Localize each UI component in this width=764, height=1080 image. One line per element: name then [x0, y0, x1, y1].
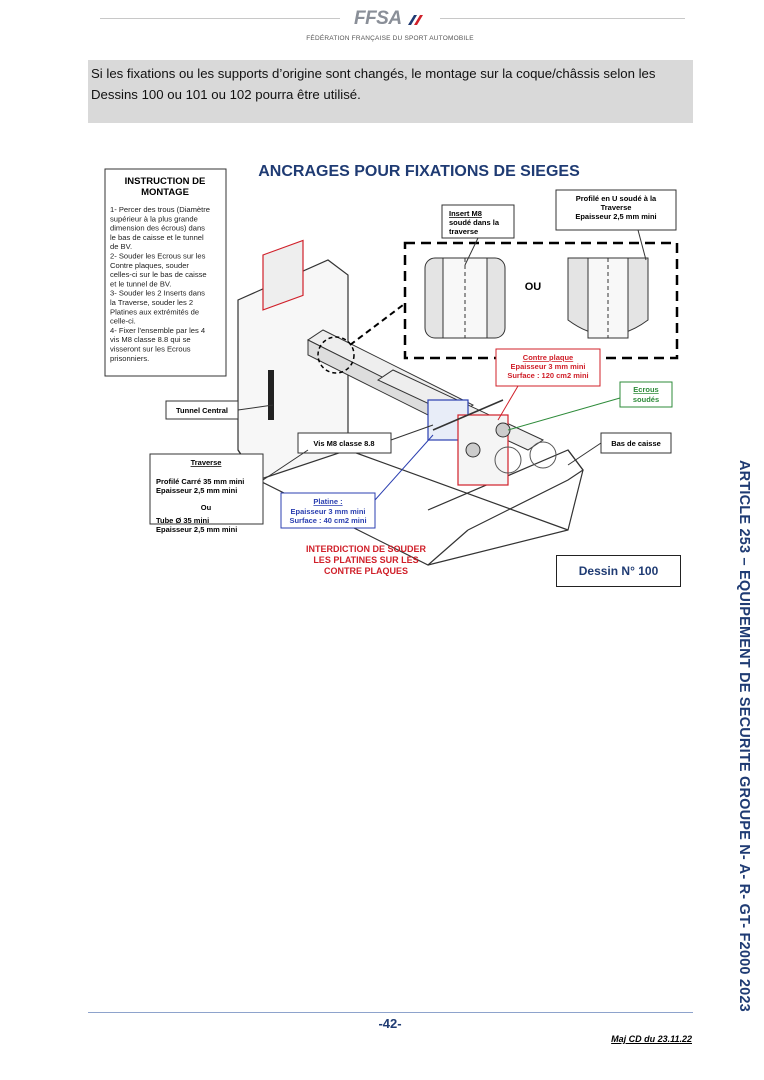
bolt	[432, 399, 504, 431]
instruction-line: 4- Fixer l'ensemble par les 4	[110, 326, 205, 335]
interdiction-line-3: CONTRE PLAQUES	[324, 566, 408, 576]
instruction-line: celle-ci.	[110, 317, 136, 326]
contre-plaque-line-1: Contre plaque	[523, 353, 573, 362]
platine-line-3: Surface : 40 cm2 mini	[289, 516, 366, 525]
update-note: Maj CD du 23.11.22	[611, 1034, 692, 1044]
ecrous-line-1: Ecrous	[633, 385, 658, 394]
ecrous-leader	[507, 397, 621, 431]
tunnel-label: Tunnel Central	[176, 406, 228, 415]
insert-leader	[464, 237, 479, 266]
traverse-line-1: Profilé Carré 35 mm mini	[156, 477, 244, 486]
instruction-line: le bas de caisse et le tunnel	[110, 233, 204, 242]
profile-u-line-1: Profilé en U soudé à la	[576, 194, 657, 203]
instruction-line: supérieur à la plus grande	[110, 214, 198, 223]
instruction-line: 1- Percer des trous (Diamètre	[110, 205, 210, 214]
left-plate	[262, 239, 304, 420]
platine-line-2: Epaisseur 3 mm mini	[290, 507, 365, 516]
profile-u-leader	[637, 229, 647, 261]
instruction-title-1: INSTRUCTION DE	[125, 176, 206, 187]
platine-leader	[374, 434, 434, 501]
logo-text: FFSA	[353, 8, 402, 29]
instruction-line: celles-ci sur le bas de caisse	[110, 270, 207, 279]
traverse-line-2: Epaisseur 2,5 mm mini	[156, 486, 237, 495]
tunnel-shape	[237, 259, 584, 566]
platine-line-1: Platine :	[313, 497, 342, 506]
insert-detail	[424, 257, 506, 339]
tunnel-label-box: Tunnel Central	[165, 400, 239, 420]
notice-text: Si les fixations ou les supports d’origi…	[91, 66, 656, 102]
insert-label-box: Insert M8 soudé dans la traverse	[441, 204, 515, 239]
ffsa-logo: FFSA	[340, 8, 440, 48]
platine-label-box: Platine : Epaisseur 3 mm mini Surface : …	[280, 492, 376, 529]
instruction-line: et le tunnel de BV.	[110, 279, 171, 288]
traverse-title: Traverse	[191, 458, 222, 467]
instruction-line: prisonniers.	[110, 354, 149, 363]
header-rule-right	[440, 18, 685, 19]
instruction-line: vis M8 classe 8.8 qui se	[110, 335, 191, 344]
hole-2	[529, 441, 557, 469]
instruction-box: INSTRUCTION DE MONTAGE 1- Percer des tro…	[104, 168, 227, 377]
interdiction-note: INTERDICTION DE SOUDER LES PLATINES SUR …	[306, 544, 427, 576]
zoom-circle	[317, 336, 355, 374]
vis-label-box: Vis M8 classe 8.8	[297, 432, 392, 454]
bas-caisse-leader	[567, 442, 602, 466]
instruction-line: 3- Souder les 2 Inserts dans	[110, 289, 205, 298]
instruction-title-2: MONTAGE	[141, 187, 189, 198]
nut-right	[495, 422, 511, 438]
interdiction-line-2: LES PLATINES SUR LES	[313, 555, 418, 565]
traverse-line-4: Epaisseur 2,5 mm mini	[156, 525, 237, 534]
seat-anchorage-drawing: ANCRAGES POUR FIXATIONS DE SIEGES OU	[104, 163, 679, 576]
detail-box	[403, 241, 679, 360]
traverse-ou: Ou	[201, 503, 212, 512]
header-rule-left	[100, 18, 340, 19]
federation-name: FÉDÉRATION FRANÇAISE DU SPORT AUTOMOBILE	[306, 35, 474, 42]
page-number: -42-	[378, 1016, 402, 1031]
contre-plaque-label-box: Contre plaque Epaisseur 3 mm mini Surfac…	[495, 348, 601, 387]
contre-plaque-line-2: Epaisseur 3 mm mini	[510, 362, 585, 371]
bas-caisse-label: Bas de caisse	[611, 439, 661, 448]
contre-plaque-line-3: Surface : 120 cm2 mini	[507, 371, 588, 380]
profile-u-label-box: Profilé en U soudé à la Traverse Epaisse…	[555, 189, 677, 231]
footer-rule	[88, 1012, 693, 1013]
hole-1	[494, 446, 522, 474]
interdiction-line-1: INTERDICTION DE SOUDER	[306, 544, 427, 554]
tunnel-leader	[237, 404, 274, 411]
insert-line-3: traverse	[449, 227, 478, 236]
instruction-line: dimension des écrous) dans	[110, 224, 205, 233]
dessin-number: Dessin N° 100	[578, 564, 659, 578]
vis-label: Vis M8 classe 8.8	[313, 439, 374, 448]
logo-flag-icon	[408, 14, 424, 25]
traverse-label-box: Traverse Profilé Carré 35 mm mini Epaiss…	[149, 453, 264, 534]
insert-line-2: soudé dans la	[449, 218, 500, 227]
instruction-line: visseront sur les Ecrous	[110, 345, 191, 354]
profile-u-line-3: Epaisseur 2,5 mm mini	[575, 212, 656, 221]
notice-box	[88, 60, 693, 123]
contre-plaque-leader	[497, 385, 519, 421]
side-title: ARTICLE 253 – EQUIPEMENT DE SECURITE GRO…	[736, 460, 752, 1012]
instruction-line: la Traverse, souder les 2	[110, 298, 193, 307]
instruction-line: Contre plaques, souder	[110, 261, 189, 270]
traverse-line-3: Tube Ø 35 mini	[156, 516, 209, 525]
instruction-line: Platines aux extrémités de	[110, 307, 199, 316]
side-title-container: ARTICLE 253 – EQUIPEMENT DE SECURITE GRO…	[730, 460, 752, 1012]
ecrous-label-box: Ecrous soudés	[619, 381, 673, 408]
figure-title: ANCRAGES POUR FIXATIONS DE SIEGES	[258, 163, 580, 180]
dessin-box: Dessin N° 100	[556, 555, 681, 587]
profile-u-detail	[567, 257, 649, 339]
vis-leader	[390, 424, 434, 441]
nut-left	[465, 442, 481, 458]
zoom-leader	[349, 304, 404, 346]
instruction-line: 2- Souder les Ecrous sur les	[110, 252, 206, 261]
ou-label: OU	[525, 281, 542, 293]
insert-line-1: Insert M8	[449, 209, 482, 218]
instruction-line: de BV.	[110, 242, 132, 251]
bas-caisse-label-box: Bas de caisse	[600, 432, 672, 454]
traverse-leader	[262, 449, 309, 481]
profile-u-line-2: Traverse	[601, 203, 632, 212]
ecrous-line-2: soudés	[633, 395, 659, 404]
